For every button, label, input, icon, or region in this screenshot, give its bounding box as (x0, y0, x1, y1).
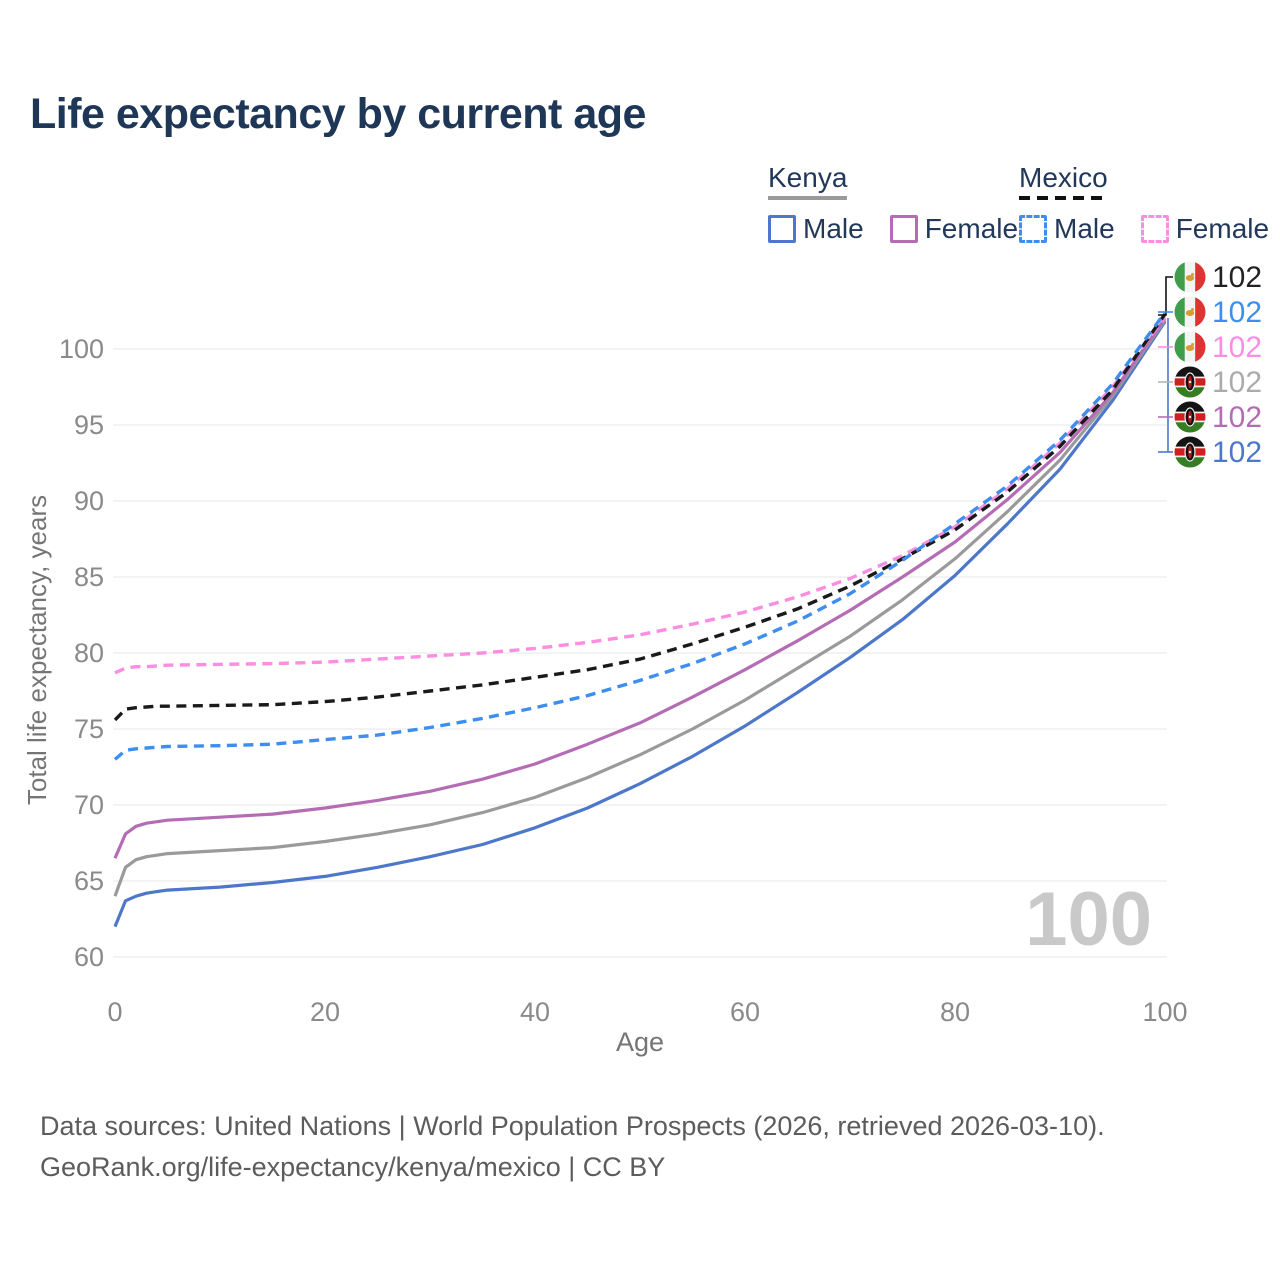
mexico-male-swatch-icon (1019, 215, 1047, 243)
y-tick-label-70: 70 (74, 790, 104, 820)
end-label-mexico-total: 102 (1174, 261, 1262, 294)
attribution-line: GeoRank.org/life-expectancy/kenya/mexico… (40, 1152, 666, 1182)
y-axis-title: Total life expectancy, years (22, 495, 52, 805)
series-line-mexico-female[interactable] (114, 316, 1167, 675)
mexico-female-swatch-icon (1140, 215, 1169, 243)
end-value-mexico-total: 102 (1212, 261, 1262, 294)
x-tick-label-60: 60 (730, 997, 760, 1027)
kenya-solid-line-sample (768, 196, 848, 200)
end-value-kenya-male: 102 (1212, 436, 1262, 469)
end-label-mexico-male: 102 (1174, 296, 1262, 329)
x-axis-title: Age (616, 1027, 664, 1057)
end-label-kenya-total: 102 (1174, 366, 1262, 399)
series-line-kenya-female[interactable] (113, 317, 1167, 859)
end-label-mexico-female: 102 (1174, 331, 1262, 364)
legend-label: Female (1175, 213, 1270, 244)
legend-item-mexico-male[interactable]: Male (1019, 213, 1115, 245)
x-tick-label-100: 100 (1142, 997, 1187, 1027)
end-value-kenya-female: 102 (1212, 401, 1262, 434)
series-line-mexico-total[interactable] (113, 313, 1167, 722)
data-source-line: Data sources: United Nations | World Pop… (40, 1111, 1105, 1141)
end-value-kenya-total: 102 (1212, 366, 1262, 399)
mexico-dashed-line-sample (1019, 196, 1108, 200)
page-title: Life expectancy by current age (30, 90, 646, 138)
end-label-kenya-female: 102 (1174, 401, 1262, 434)
legend-item-mexico-female[interactable]: Female (1140, 213, 1270, 245)
legend-item-kenya-male[interactable]: Male (768, 213, 864, 245)
legend-item-kenya-female[interactable]: Female (889, 213, 1019, 245)
footer: Data sources: United Nations | World Pop… (40, 1106, 1105, 1188)
y-tick-label-65: 65 (74, 866, 104, 896)
legend-group-kenya: Kenya Male Female (768, 162, 1018, 245)
kenya-female-swatch-icon (889, 215, 918, 243)
leader-line-mexico-total (1158, 276, 1173, 316)
series-line-mexico-male[interactable] (113, 311, 1167, 761)
series-line-kenya-total[interactable] (113, 319, 1167, 897)
y-tick-label-75: 75 (74, 714, 104, 744)
y-tick-label-100: 100 (59, 334, 104, 364)
y-tick-label-85: 85 (74, 562, 104, 592)
y-tick-label-90: 90 (74, 486, 104, 516)
x-tick-label-0: 0 (107, 997, 122, 1027)
end-label-kenya-male: 102 (1174, 436, 1262, 469)
x-tick-label-40: 40 (520, 997, 550, 1027)
legend-group-mexico: Mexico Male Female (1019, 162, 1269, 245)
kenya-male-swatch-icon (768, 215, 796, 243)
y-tick-label-80: 80 (74, 638, 104, 668)
legend-label: Male (1054, 213, 1115, 244)
legend-label: Female (924, 213, 1019, 244)
end-value-mexico-male: 102 (1212, 296, 1262, 329)
end-value-mexico-female: 102 (1212, 331, 1262, 364)
series-line-kenya-male[interactable] (113, 320, 1167, 928)
y-tick-label-95: 95 (74, 410, 104, 440)
hover-age-watermark: 100 (1025, 877, 1152, 962)
y-tick-label-60: 60 (74, 942, 104, 972)
legend-header-kenya: Kenya (768, 162, 848, 204)
legend-header-mexico: Mexico (1019, 162, 1108, 204)
legend-label: Male (803, 213, 864, 244)
x-tick-label-80: 80 (940, 997, 970, 1027)
x-tick-label-20: 20 (310, 997, 340, 1027)
